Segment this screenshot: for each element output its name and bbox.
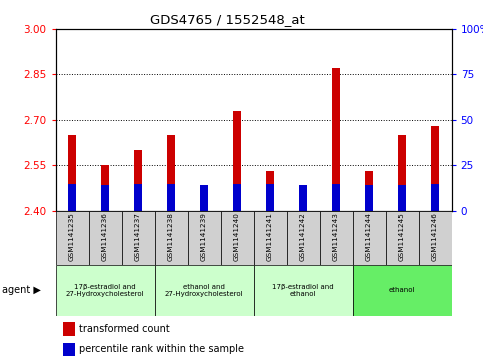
Bar <box>88 211 122 265</box>
Bar <box>254 265 353 316</box>
Bar <box>233 184 241 211</box>
Bar <box>134 184 142 211</box>
Text: GSM1141241: GSM1141241 <box>267 212 273 261</box>
Text: 17β-estradiol and
27-Hydroxycholesterol: 17β-estradiol and 27-Hydroxycholesterol <box>66 284 144 297</box>
Bar <box>200 185 208 211</box>
Bar <box>431 126 439 211</box>
Bar <box>155 211 187 265</box>
Bar <box>167 184 175 211</box>
Bar <box>68 135 76 211</box>
Bar <box>332 184 340 211</box>
Bar <box>353 211 385 265</box>
Bar <box>101 165 109 211</box>
Text: GSM1141238: GSM1141238 <box>168 212 174 261</box>
Text: GSM1141235: GSM1141235 <box>69 212 75 261</box>
Bar <box>221 211 254 265</box>
Text: GSM1141237: GSM1141237 <box>135 212 141 261</box>
Bar <box>155 265 254 316</box>
Bar <box>56 211 88 265</box>
Text: 17β-estradiol and
ethanol: 17β-estradiol and ethanol <box>272 284 334 297</box>
Bar <box>200 199 208 211</box>
Bar <box>385 211 419 265</box>
Bar <box>332 68 340 211</box>
Bar <box>320 211 353 265</box>
Bar <box>68 184 76 211</box>
Text: GSM1141244: GSM1141244 <box>366 212 372 261</box>
Text: GSM1141243: GSM1141243 <box>333 212 339 261</box>
Text: percentile rank within the sample: percentile rank within the sample <box>79 344 244 354</box>
Bar <box>398 184 406 211</box>
Bar <box>431 184 439 211</box>
Text: transformed count: transformed count <box>79 324 170 334</box>
Bar <box>266 184 274 211</box>
Bar <box>299 185 307 211</box>
Bar <box>419 211 452 265</box>
Bar <box>56 265 155 316</box>
Text: agent ▶: agent ▶ <box>2 285 41 295</box>
Text: ethanol: ethanol <box>389 287 415 293</box>
Bar <box>286 211 320 265</box>
Bar <box>122 211 155 265</box>
Text: GSM1141242: GSM1141242 <box>300 212 306 261</box>
Bar <box>365 171 373 211</box>
Bar <box>266 171 274 211</box>
Bar <box>101 184 109 211</box>
Text: GDS4765 / 1552548_at: GDS4765 / 1552548_at <box>150 13 304 26</box>
Bar <box>398 135 406 211</box>
Text: GSM1141239: GSM1141239 <box>201 212 207 261</box>
Bar <box>299 204 307 211</box>
Bar <box>63 343 75 356</box>
Bar <box>63 322 75 336</box>
Bar <box>187 211 221 265</box>
Text: GSM1141245: GSM1141245 <box>399 212 405 261</box>
Bar <box>134 150 142 211</box>
Text: GSM1141236: GSM1141236 <box>102 212 108 261</box>
Bar <box>254 211 286 265</box>
Bar <box>353 265 452 316</box>
Text: GSM1141240: GSM1141240 <box>234 212 240 261</box>
Text: GSM1141246: GSM1141246 <box>432 212 438 261</box>
Bar <box>233 111 241 211</box>
Bar <box>167 135 175 211</box>
Text: ethanol and
27-Hydroxycholesterol: ethanol and 27-Hydroxycholesterol <box>165 284 243 297</box>
Bar <box>365 184 373 211</box>
